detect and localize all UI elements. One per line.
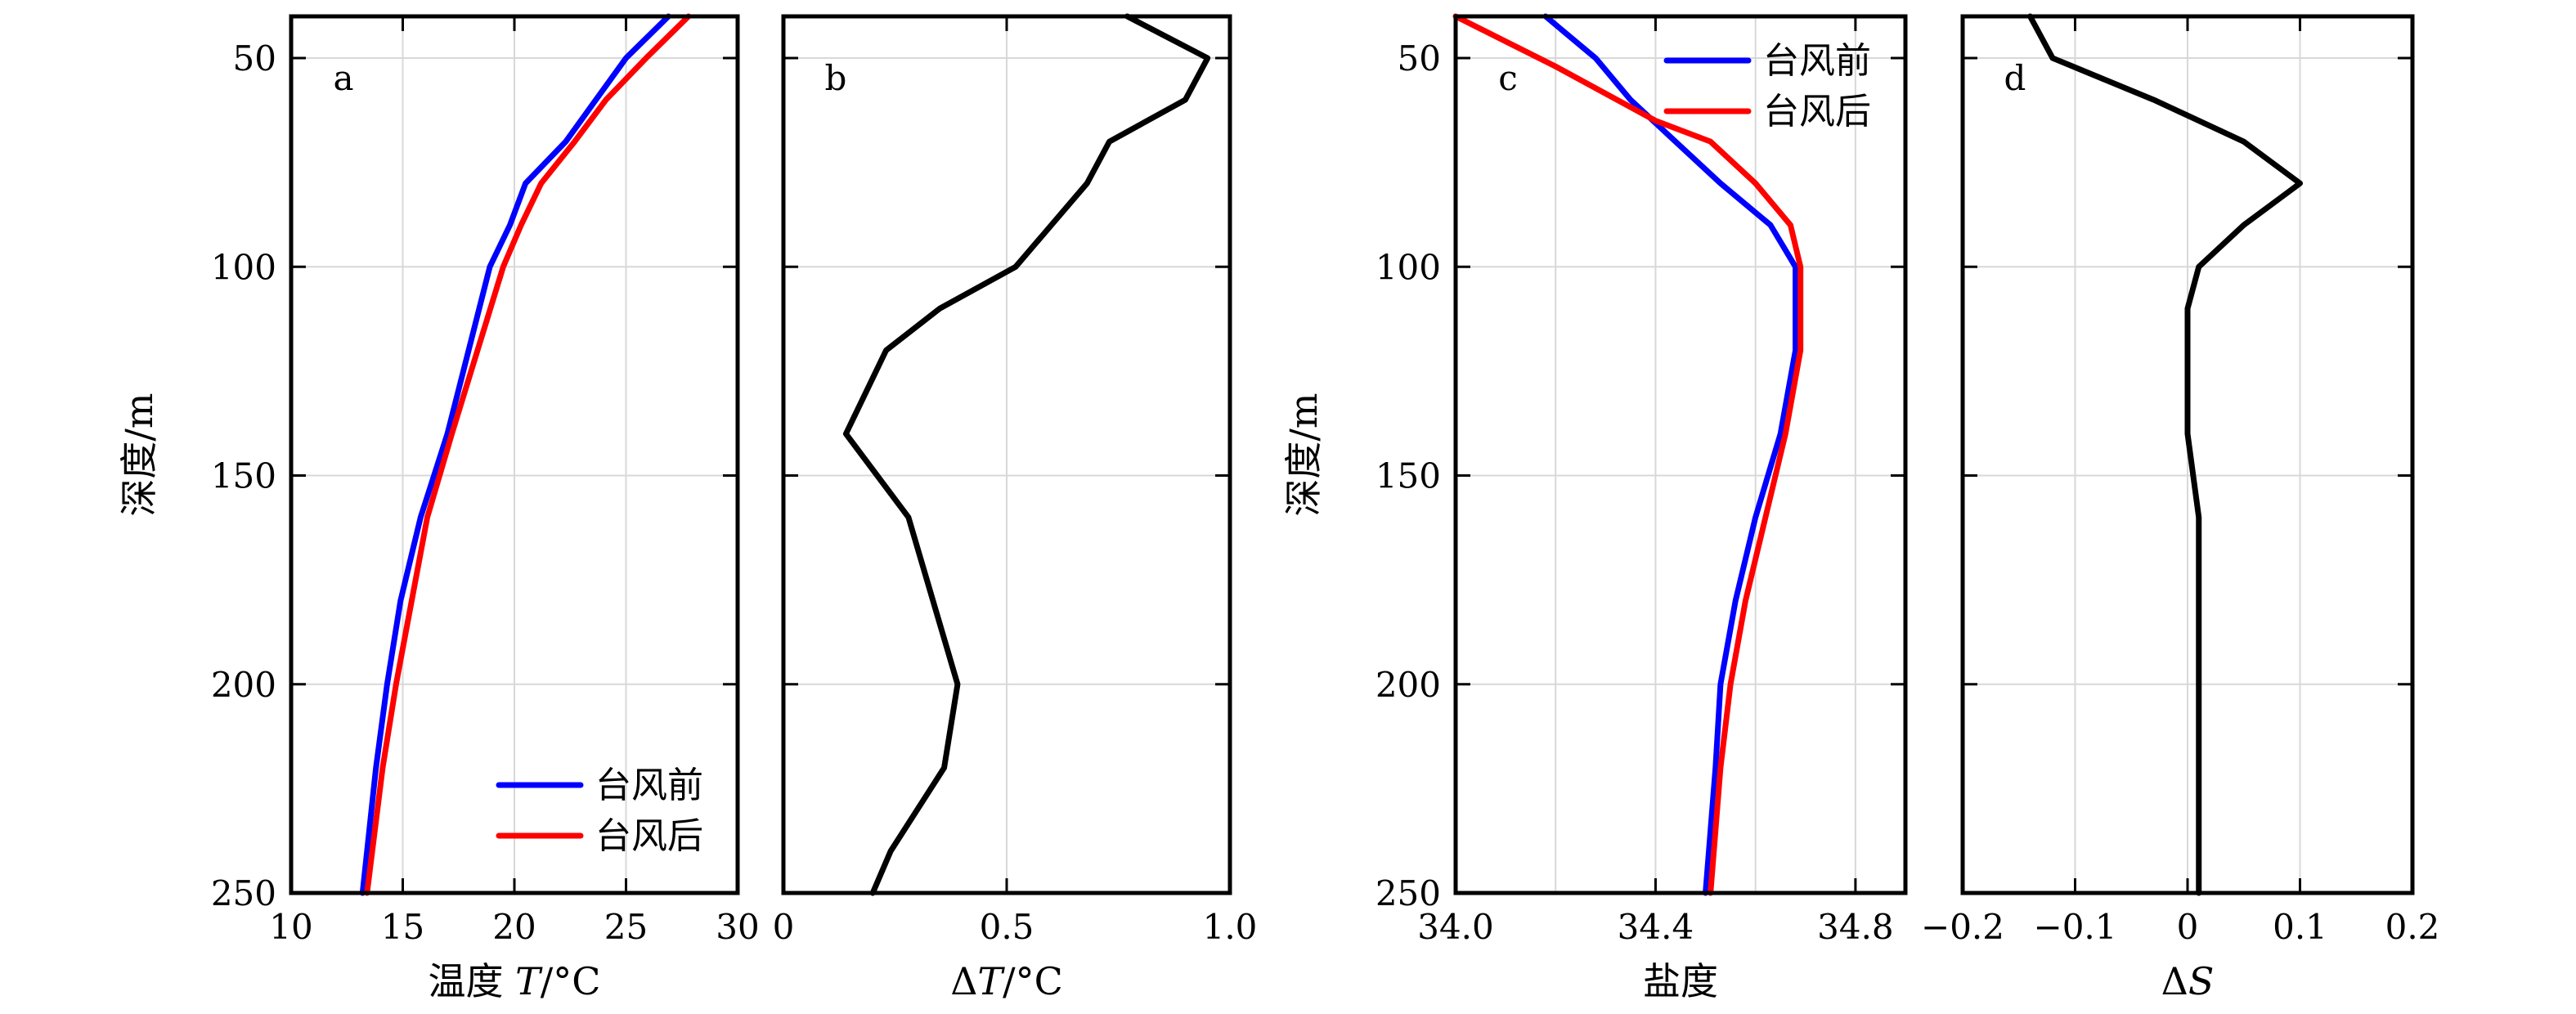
legend-label: 台风前 xyxy=(1763,40,1871,82)
x-axis-title-part: /°C xyxy=(541,959,601,1003)
series-line-a-1 xyxy=(359,13,671,896)
x-tick-label: 0 xyxy=(2177,907,2199,947)
y-tick-label: 150 xyxy=(1376,456,1441,496)
x-tick-label: 15 xyxy=(381,907,424,947)
x-axis-title-part: T xyxy=(977,959,1005,1003)
x-tick-label: 34.0 xyxy=(1417,907,1494,947)
y-axis-title: 深度/m xyxy=(117,393,161,516)
panel-label: d xyxy=(2004,58,2026,98)
y-tick-label: 200 xyxy=(211,665,276,705)
y-tick-label: 50 xyxy=(1398,38,1441,79)
x-tick-label: 30 xyxy=(716,907,759,947)
x-axis-title: 盐度 xyxy=(1643,959,1718,1003)
x-tick-label: 20 xyxy=(492,907,536,947)
y-tick-label: 250 xyxy=(211,873,276,913)
y-axis-title: 深度/m xyxy=(1281,393,1326,516)
y-tick-label: 150 xyxy=(211,456,276,496)
panel-label: b xyxy=(825,58,847,98)
panel-label: a xyxy=(333,58,353,98)
series-line-b-1 xyxy=(842,13,1211,896)
legend-label: 台风后 xyxy=(1763,91,1871,132)
x-axis-title-part: S xyxy=(2188,959,2215,1003)
y-tick-label: 100 xyxy=(1376,247,1441,287)
grid-a xyxy=(291,16,738,893)
y-tick-label: 50 xyxy=(233,38,276,79)
y-tick-label: 250 xyxy=(1376,873,1441,913)
y-tick-label: 200 xyxy=(1376,665,1441,705)
legend-label: 台风前 xyxy=(595,765,703,806)
series-line-c-2 xyxy=(1452,13,1804,896)
x-tick-label: 0 xyxy=(773,907,795,947)
x-tick-label: 25 xyxy=(604,907,648,947)
panel-label: c xyxy=(1498,58,1518,98)
x-axis-title-part: 温度 xyxy=(428,959,515,1003)
panel-a: 10 15 20 25 30 50 100 150 200 250 a 深度/m 温度 T/°C 台风前台… xyxy=(117,13,760,1003)
x-axis-title: 温度 T/°C xyxy=(428,959,600,1003)
x-tick-label: −0.1 xyxy=(2034,907,2117,947)
panel-b: 0 0.5 1.0 b ΔT/°C xyxy=(773,13,1258,1003)
x-tick-label: −0.2 xyxy=(1921,907,2004,947)
x-axis-title-part: Δ xyxy=(2161,959,2188,1003)
x-tick-label: 0.1 xyxy=(2273,907,2327,947)
x-tick-label: 0.5 xyxy=(980,907,1034,947)
panel-d: −0.2 −0.1 0 0.1 0.2 d ΔS xyxy=(1921,13,2440,1003)
axes-frame-c xyxy=(1453,14,1908,895)
y-tick-label: 100 xyxy=(211,247,276,287)
x-tick-label: 34.8 xyxy=(1817,907,1894,947)
x-tick-label: 1.0 xyxy=(1203,907,1258,947)
x-axis-title: ΔT/°C xyxy=(950,959,1063,1003)
x-tick-label: 10 xyxy=(269,907,312,947)
grid-c xyxy=(1456,16,1905,893)
x-axis-title-part: T xyxy=(515,959,543,1003)
legend-label: 台风后 xyxy=(595,815,703,857)
x-tick-label: 34.4 xyxy=(1618,907,1694,947)
series-line-a-2 xyxy=(364,13,692,896)
x-tick-label: 0.2 xyxy=(2385,907,2440,947)
x-axis-title: ΔS xyxy=(2161,959,2215,1003)
x-axis-title-part: Δ xyxy=(950,959,977,1003)
series-line-d-1 xyxy=(2027,13,2303,896)
series-line-c-1 xyxy=(1542,13,1799,896)
grid-b xyxy=(783,16,1230,893)
x-axis-title-part: /°C xyxy=(1003,959,1063,1003)
